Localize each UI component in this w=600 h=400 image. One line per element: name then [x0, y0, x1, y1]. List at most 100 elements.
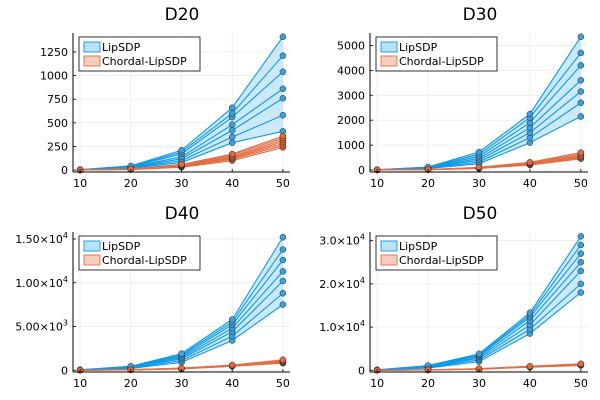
lipsdp-point [228, 316, 236, 323]
lipsdp-point [279, 52, 287, 59]
y-tick-mantissa: 2.0×10 [319, 278, 360, 291]
lipsdp-point [577, 77, 585, 84]
y-tick-label: 250 [47, 140, 68, 153]
chordal-lipsdp-legend-label: Chordal-LipSDP [102, 55, 187, 68]
chordal-lipsdp-point [228, 150, 236, 158]
chart-panel-d40: 10 20 30 40 5005.00×1031.00×1041.50×104D40Li… [15, 204, 290, 390]
chordal-lipsdp-point [577, 360, 585, 368]
y-tick-mantissa: 1.0×10 [319, 321, 360, 334]
lipsdp-point [577, 289, 585, 296]
lipsdp-point [577, 233, 585, 240]
y-tick-exponent: 4 [360, 319, 365, 328]
lipsdp-point [279, 68, 287, 76]
lipsdp-point [228, 104, 236, 111]
chart-title: D50 [463, 204, 498, 224]
x-tick-label: 50 [574, 377, 588, 390]
chordal-lipsdp-legend-label: Chordal-LipSDP [399, 254, 484, 267]
chordal-lipsdp-point [228, 361, 236, 369]
y-tick-mantissa: 1.50×10 [15, 233, 63, 246]
chart-panel-d50: 10 20 30 40 5001.0×1042.0×1043.0×104D50LipSD… [319, 204, 588, 390]
lipsdp-point [279, 301, 287, 308]
lipsdp-legend-label: LipSDP [102, 240, 141, 253]
chordal-lipsdp-legend-swatch [380, 55, 398, 67]
lipsdp-point [279, 112, 287, 119]
y-tick-label: 2.0×104 [319, 276, 365, 291]
x-tick-label: 10 [370, 377, 384, 390]
y-tick-exponent: 4 [63, 231, 68, 240]
x-tick-label: 20 [421, 377, 435, 390]
chart-title: D40 [165, 204, 200, 224]
x-tick-label: 10 [73, 377, 87, 390]
y-tick-mantissa: 1.00×10 [15, 277, 63, 290]
chordal-lipsdp-legend-swatch [83, 254, 101, 266]
lipsdp-legend-swatch [83, 240, 101, 252]
chordal-lipsdp-point [526, 362, 534, 370]
x-tick-label: 40 [225, 177, 239, 190]
chordal-lipsdp-point [279, 132, 287, 140]
x-tick-label: 50 [276, 377, 290, 390]
y-tick-label: 0 [61, 164, 68, 177]
x-tick-label: 20 [124, 177, 138, 190]
y-tick-label: 750 [47, 93, 68, 106]
lipsdp-point [526, 309, 534, 317]
lipsdp-point [279, 268, 287, 275]
y-tick-label: 500 [47, 117, 68, 130]
x-tick-label: 30 [175, 177, 189, 190]
lipsdp-band [377, 236, 581, 371]
lipsdp-point [178, 147, 185, 154]
lipsdp-legend-swatch [380, 41, 398, 53]
lipsdp-point [279, 94, 287, 102]
y-tick-label: 0 [358, 164, 365, 177]
y-tick-label: 0 [358, 364, 365, 377]
lipsdp-legend-swatch [380, 240, 398, 252]
y-tick-exponent: 4 [360, 233, 365, 242]
lipsdp-point [228, 133, 236, 141]
x-tick-label: 40 [523, 177, 537, 190]
lipsdp-point [577, 267, 585, 275]
y-tick-exponent: 4 [360, 276, 365, 285]
chordal-lipsdp-point [526, 159, 534, 166]
lipsdp-legend-label: LipSDP [399, 240, 438, 253]
lipsdp-point [279, 234, 287, 241]
lipsdp-point [279, 290, 287, 297]
lipsdp-point [228, 121, 236, 128]
y-tick-exponent: 4 [63, 275, 68, 284]
y-tick-label: 1000 [337, 139, 365, 152]
x-tick-label: 50 [574, 177, 588, 190]
lipsdp-point [577, 49, 585, 57]
y-tick-mantissa: 3.0×10 [319, 235, 360, 248]
lipsdp-legend-label: LipSDP [399, 41, 438, 54]
lipsdp-point [577, 250, 585, 257]
y-tick-label: 1250 [40, 46, 68, 59]
chart-title: D30 [463, 5, 498, 25]
x-tick-label: 40 [523, 377, 537, 390]
x-tick-label: 10 [73, 177, 87, 190]
y-tick-label: 3000 [337, 89, 365, 102]
chart-title: D20 [165, 5, 200, 25]
lipsdp-legend-label: LipSDP [102, 41, 141, 54]
lipsdp-point [279, 33, 287, 41]
lipsdp-point [228, 139, 236, 146]
chart-panel-d20: 10 20 30 40 50025050075010001250D20LipSDPCho… [40, 5, 290, 190]
x-tick-label: 30 [175, 377, 189, 390]
chordal-lipsdp-point [178, 161, 185, 168]
lipsdp-point [178, 350, 185, 357]
chordal-lipsdp-legend-swatch [380, 254, 398, 266]
chordal-lipsdp-point [577, 149, 585, 156]
lipsdp-point [577, 241, 585, 249]
lipsdp-point [577, 88, 585, 95]
lipsdp-legend-swatch [83, 41, 101, 53]
y-tick-label: 4000 [337, 64, 365, 77]
lipsdp-point [475, 148, 483, 156]
chordal-lipsdp-point [279, 356, 287, 363]
x-tick-label: 20 [124, 377, 138, 390]
lipsdp-point [279, 277, 287, 285]
x-tick-label: 10 [370, 177, 384, 190]
chordal-lipsdp-legend-label: Chordal-LipSDP [399, 55, 484, 68]
y-tick-label: 1.00×104 [15, 275, 68, 290]
y-tick-label: 5.00×103 [15, 319, 68, 334]
lipsdp-point [279, 85, 287, 93]
lipsdp-point [228, 110, 236, 117]
chordal-lipsdp-legend-label: Chordal-LipSDP [102, 254, 187, 267]
y-tick-mantissa: 5.00×10 [15, 321, 63, 334]
